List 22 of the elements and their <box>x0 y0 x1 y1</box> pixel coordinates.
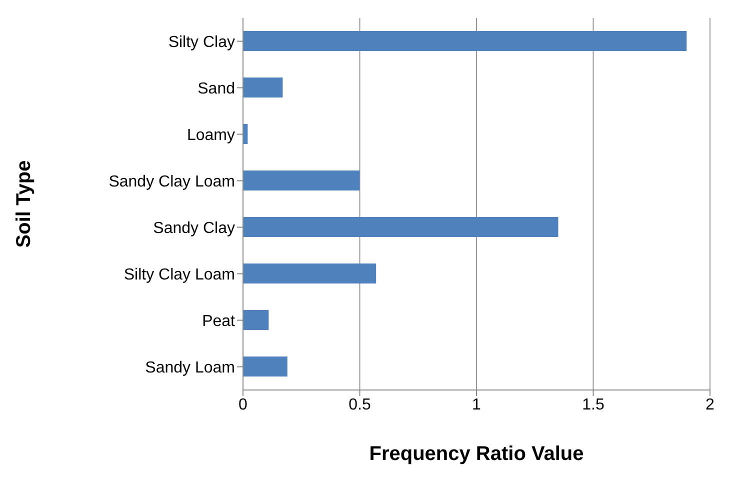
x-tick-label: 2 <box>706 396 715 414</box>
x-tick-label: 1 <box>472 396 482 414</box>
y-tick-label: Sandy Clay <box>153 220 235 237</box>
y-tick-label: Peat <box>202 312 236 330</box>
y-tick-label: Silty Clay <box>168 34 235 51</box>
bar <box>243 310 269 330</box>
x-tick-label: 0.5 <box>348 396 371 414</box>
bar <box>243 217 558 237</box>
x-axis-title: Frequency Ratio Value <box>369 443 584 465</box>
bar <box>243 264 376 284</box>
bar <box>243 31 687 51</box>
bar <box>243 170 360 190</box>
y-tick-label: Loamy <box>186 126 235 144</box>
y-axis-title: Soil Type <box>13 160 36 248</box>
bar <box>243 356 288 376</box>
y-tick-label: Silty Clay Loam <box>124 266 235 284</box>
y-tick-label: Sand <box>198 80 235 98</box>
bar <box>243 78 283 98</box>
x-tick-label: 1.5 <box>582 396 604 414</box>
y-tick-label: Sandy Clay Loam <box>108 173 235 190</box>
y-tick-label: Sandy Loam <box>145 359 235 376</box>
x-tick-label: 0 <box>238 396 248 414</box>
